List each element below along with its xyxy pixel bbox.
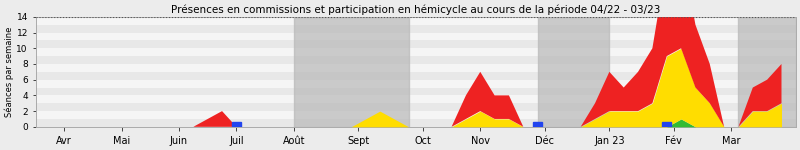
Bar [538,17,610,127]
Bar [662,122,671,127]
Bar [35,25,796,33]
Bar [294,17,409,127]
Bar [534,122,542,127]
Title: Présences en commissions et participation en hémicycle au cours de la période 04: Présences en commissions et participatio… [171,4,660,15]
Bar [35,103,796,111]
Bar [35,119,796,127]
Bar [35,40,796,48]
Bar [738,17,796,127]
Y-axis label: Séances par semaine: Séances par semaine [4,27,14,117]
Bar [35,56,796,64]
Bar [35,88,796,95]
Bar [35,72,796,80]
Bar [232,122,241,127]
Bar [35,9,796,17]
